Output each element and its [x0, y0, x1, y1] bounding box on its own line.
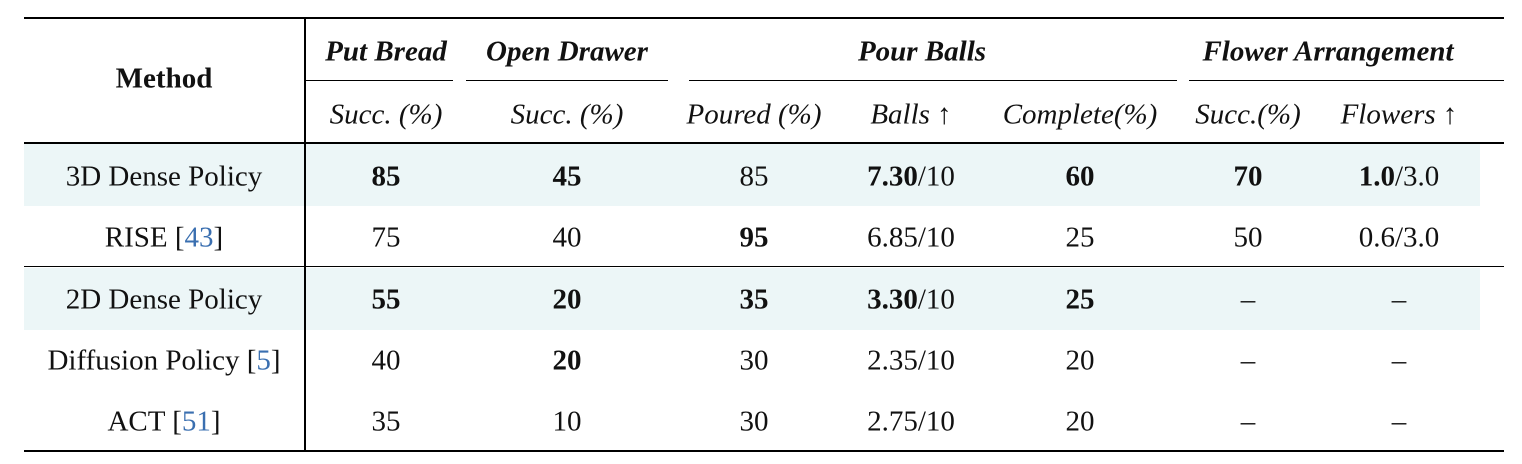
- value-cell: 20: [552, 344, 582, 377]
- value-cell: 35: [371, 405, 401, 438]
- value-cell: –: [1240, 405, 1256, 438]
- value-main: 6.85: [867, 221, 918, 254]
- method-name: RISE [: [104, 221, 185, 254]
- value-cell: 1.0/3.0: [1358, 160, 1440, 193]
- value-cell: 40: [552, 221, 582, 254]
- subheader-pour-balls-balls: Balls ↑: [870, 98, 952, 131]
- group-rule-put-bread: [306, 80, 453, 81]
- method-cell: 2D Dense Policy: [65, 283, 263, 316]
- method-name: 2D Dense Policy: [65, 283, 263, 316]
- value-cell: 75: [371, 221, 401, 254]
- value-cell: 20: [1065, 344, 1095, 377]
- value-cell: 6.85/10: [867, 221, 955, 254]
- value-cell: 10: [552, 405, 582, 438]
- subheader-pour-balls-complete: Complete(%): [1002, 98, 1158, 131]
- row-highlight-2d-dense: [24, 268, 1480, 330]
- value-main: 7.30: [867, 160, 918, 193]
- value-cell: 35: [739, 283, 769, 316]
- value-cell: –: [1240, 344, 1256, 377]
- value-cell: 85: [739, 160, 769, 193]
- subheader-flower-flowers: Flowers ↑: [1340, 98, 1458, 131]
- value-cell: 3.30/10: [867, 283, 955, 316]
- top-rule: [24, 17, 1504, 19]
- group-header-flower-arrangement: Flower Arrangement: [1202, 35, 1454, 68]
- value-suffix: /10: [917, 344, 955, 377]
- method-cell: 3D Dense Policy: [65, 160, 263, 193]
- citation-link[interactable]: 51: [181, 405, 211, 438]
- group-rule-pour-balls: [689, 80, 1177, 81]
- method-column-rule: [304, 19, 306, 450]
- value-cell: 45: [552, 160, 582, 193]
- value-suffix: /10: [917, 283, 955, 316]
- citation-close: ]: [210, 405, 221, 438]
- value-cell: 30: [739, 344, 769, 377]
- value-main: 2.35: [867, 344, 918, 377]
- subheader-put-bread-succ: Succ. (%): [329, 98, 443, 131]
- value-cell: 50: [1233, 221, 1263, 254]
- value-cell: 2.75/10: [867, 405, 955, 438]
- value-cell: 40: [371, 344, 401, 377]
- citation-close: ]: [213, 221, 224, 254]
- method-cell: RISE [43]: [104, 221, 224, 254]
- section-rule: [24, 266, 1504, 267]
- citation-close: ]: [270, 344, 281, 377]
- group-rule-flower: [1189, 80, 1504, 81]
- value-cell: 20: [1065, 405, 1095, 438]
- value-cell: 70: [1233, 160, 1263, 193]
- header-rule: [24, 142, 1504, 144]
- value-main: 3.30: [867, 283, 918, 316]
- value-suffix: /10: [917, 221, 955, 254]
- bottom-rule: [24, 450, 1504, 452]
- group-header-pour-balls: Pour Balls: [857, 35, 987, 68]
- subheader-pour-balls-poured: Poured (%): [686, 98, 822, 131]
- group-rule-open-drawer: [466, 80, 668, 81]
- subheader-flower-succ: Succ.(%): [1195, 98, 1301, 131]
- value-cell: 25: [1065, 283, 1095, 316]
- value-cell: 0.6/3.0: [1358, 221, 1440, 254]
- value-suffix: /3.0: [1394, 160, 1440, 193]
- value-cell: –: [1391, 405, 1407, 438]
- value-cell: 20: [552, 283, 582, 316]
- value-cell: 55: [371, 283, 401, 316]
- value-suffix: /3.0: [1394, 221, 1440, 254]
- value-cell: 85: [371, 160, 401, 193]
- citation-link[interactable]: 43: [184, 221, 214, 254]
- value-suffix: /10: [917, 160, 955, 193]
- value-main: 2.75: [867, 405, 918, 438]
- method-header: Method: [115, 62, 213, 95]
- value-cell: –: [1240, 283, 1256, 316]
- value-cell: 30: [739, 405, 769, 438]
- value-main: 1.0: [1358, 160, 1395, 193]
- row-highlight-3d-dense: [24, 144, 1480, 206]
- group-header-put-bread: Put Bread: [325, 35, 447, 68]
- value-cell: –: [1391, 344, 1407, 377]
- value-suffix: /10: [917, 405, 955, 438]
- value-main: 0.6: [1358, 221, 1395, 254]
- method-cell: ACT [51]: [107, 405, 221, 438]
- method-cell: Diffusion Policy [5]: [47, 344, 281, 377]
- method-name: 3D Dense Policy: [65, 160, 263, 193]
- value-cell: –: [1391, 283, 1407, 316]
- value-cell: 25: [1065, 221, 1095, 254]
- citation-link[interactable]: 5: [256, 344, 271, 377]
- value-cell: 2.35/10: [867, 344, 955, 377]
- method-name: ACT [: [107, 405, 182, 438]
- method-name: Diffusion Policy [: [47, 344, 257, 377]
- value-cell: 7.30/10: [867, 160, 955, 193]
- value-cell: 95: [739, 221, 769, 254]
- value-cell: 60: [1065, 160, 1095, 193]
- group-header-open-drawer: Open Drawer: [486, 35, 648, 68]
- subheader-open-drawer-succ: Succ. (%): [510, 98, 624, 131]
